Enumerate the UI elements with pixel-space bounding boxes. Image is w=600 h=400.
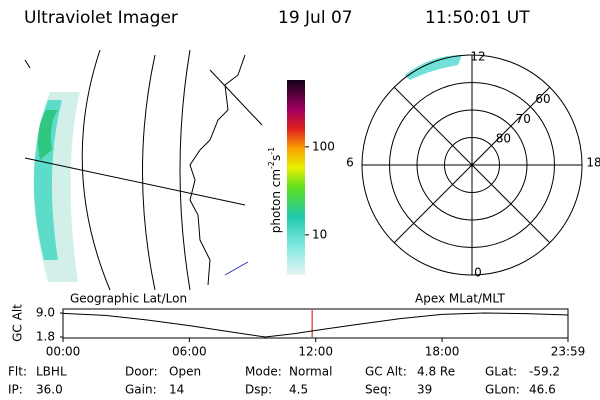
field-label: GLat: xyxy=(485,365,517,379)
polar-spoke xyxy=(393,86,551,244)
field-value: 36.0 xyxy=(36,383,63,397)
unit: s xyxy=(269,155,283,161)
unit: -2 xyxy=(267,161,276,169)
x-tick-label: 18:00 xyxy=(425,345,460,359)
field-label: Seq: xyxy=(365,383,392,397)
field-value: 46.6 xyxy=(529,383,556,397)
field-value: -59.2 xyxy=(529,365,560,379)
field-label: Gain: xyxy=(125,383,157,397)
date: 19 Jul 07 xyxy=(278,8,353,28)
mlt-label: 0 xyxy=(474,266,482,280)
lat-ring xyxy=(389,82,555,248)
field-label: Mode: xyxy=(245,365,282,379)
lat-ring xyxy=(444,137,500,193)
aurora xyxy=(405,55,462,80)
field-label: IP: xyxy=(8,383,23,397)
field-label: GC Alt: xyxy=(365,365,407,379)
field-value: 4.5 xyxy=(289,383,308,397)
geographic-image xyxy=(24,49,263,291)
mlt-label: 6 xyxy=(346,156,354,170)
x-tick-label: 00:00 xyxy=(46,345,81,359)
field-label: Dsp: xyxy=(245,383,272,397)
y-tick-label: 9.0 xyxy=(36,306,55,320)
unit: photon cm xyxy=(269,169,283,233)
altitude-line xyxy=(62,312,569,338)
field-label: GLon: xyxy=(485,383,520,397)
mlt-label: 18 xyxy=(586,156,600,170)
map-label: Apex MLat/MLT xyxy=(415,292,505,306)
lat-label: 60 xyxy=(535,92,550,106)
colorbar-tick-label: 100 xyxy=(312,139,335,153)
x-tick-label: 06:00 xyxy=(172,345,207,359)
unit: -1 xyxy=(267,147,276,155)
lat-label: 80 xyxy=(496,132,511,146)
colorbar xyxy=(287,80,305,275)
field-value: 14 xyxy=(169,383,184,397)
field-label: Flt: xyxy=(8,365,27,379)
mlt-label: 12 xyxy=(470,50,485,64)
time: 11:50:01 UT xyxy=(425,8,530,28)
lat-ring xyxy=(416,109,528,221)
x-tick-label: 23:59 xyxy=(551,345,586,359)
x-tick-label: 12:00 xyxy=(298,345,333,359)
field-value: 39 xyxy=(417,383,432,397)
field-label: Door: xyxy=(125,365,158,379)
map-label: Geographic Lat/Lon xyxy=(70,292,187,306)
y-label: GC Alt xyxy=(11,304,25,342)
colorbar-label: photon cm-2s-1 xyxy=(267,147,283,234)
field-value: Open xyxy=(169,365,201,379)
field-value: 4.8 Re xyxy=(417,365,455,379)
lat-label: 70 xyxy=(516,112,531,126)
title: Ultraviolet Imager xyxy=(24,8,178,28)
field-value: LBHL xyxy=(36,365,67,379)
field-value: Normal xyxy=(289,365,332,379)
y-tick-label: 1.8 xyxy=(36,330,55,344)
colorbar-tick-label: 10 xyxy=(312,227,327,241)
